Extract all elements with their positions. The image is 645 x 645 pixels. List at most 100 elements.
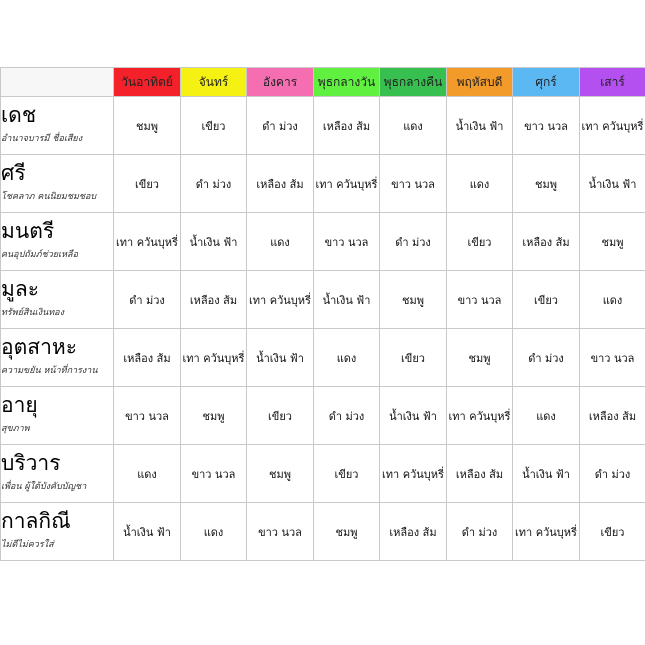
row-title: บริวาร <box>1 451 61 475</box>
color-cell: เหลือง ส้ม <box>379 502 447 561</box>
color-cell: ขาว นวล <box>313 212 380 271</box>
color-cell: เหลือง ส้ม <box>180 270 247 329</box>
color-cell: แดง <box>379 96 447 155</box>
color-cell: แดง <box>313 328 380 387</box>
day-header-tuesday: อังคาร <box>246 67 314 97</box>
row-subtitle: เพื่อน ผู้ใต้บังคับบัญชา <box>1 482 87 492</box>
row-header: ศรีโชคลาภ คนนิยมชมชอบ <box>0 154 114 213</box>
color-cell: ขาว นวล <box>180 444 247 503</box>
color-cell: น้ำเงิน ฟ้า <box>446 96 513 155</box>
row-header: มนตรี คนอุปถัมภ์ช่วยเหลือ <box>0 212 114 271</box>
day-header-saturday: เสาร์ <box>579 67 645 97</box>
color-cell: ชมพู <box>246 444 314 503</box>
color-cell: เหลือง ส้ม <box>579 386 645 445</box>
table-row: กาลกิณี ไม่ดีไม่ควรใส่ น้ำเงิน ฟ้า แดง ขาว น… <box>0 502 645 561</box>
row-subtitle: ไม่ดีไม่ควรใส่ <box>1 540 54 550</box>
color-cell: น้ำเงิน ฟ้า <box>512 444 580 503</box>
color-cell: ชมพู <box>313 502 380 561</box>
color-cell: เทา ควันบุหรี่ <box>246 270 314 329</box>
row-title: มนตรี <box>1 219 55 243</box>
row-subtitle: ทรัพย์สินเงินทอง <box>1 308 64 318</box>
color-cell: แดง <box>246 212 314 271</box>
row-title: ศรี <box>1 161 26 185</box>
color-cell: ชมพู <box>446 328 513 387</box>
color-cell: แดง <box>180 502 247 561</box>
color-cell: เทา ควันบุหรี่ <box>379 444 447 503</box>
row-header: มูละทรัพย์สินเงินทอง <box>0 270 114 329</box>
color-cell: เทา ควันบุหรี่ <box>512 502 580 561</box>
color-cell: ดำ ม่วง <box>246 96 314 155</box>
table-row: มูละ ทรัพย์สินเงินทอง ดำ ม่วง เหลือง ส้ม เทา… <box>0 270 645 329</box>
color-cell: เขียว <box>113 154 181 213</box>
color-cell: เทา ควันบุหรี่ <box>446 386 513 445</box>
color-cell: ชมพู <box>180 386 247 445</box>
day-header-sunday: วันอาทิตย์ <box>113 67 181 97</box>
color-cell: เขียว <box>579 502 645 561</box>
color-cell: เหลือง ส้ม <box>313 96 380 155</box>
row-title: อุตสาหะ <box>1 335 77 359</box>
table-row: บริวาร เพื่อน ผู้ใต้บังคับบัญชา แดง ขาว นวล… <box>0 444 645 503</box>
row-subtitle: อำนาจบารมี ชื่อเสียง <box>1 134 83 144</box>
color-cell: เหลือง ส้ม <box>246 154 314 213</box>
table-row: อุตสาหะความขยัน หน้าที่การงาน เหลือง ส้ม เ… <box>0 328 645 387</box>
color-cell: เขียว <box>180 96 247 155</box>
color-cell: น้ำเงิน ฟ้า <box>180 212 247 271</box>
color-cell: เทา ควันบุหรี่ <box>313 154 380 213</box>
color-cell: ดำ ม่วง <box>313 386 380 445</box>
color-cell: ชมพู <box>113 96 181 155</box>
table-row: อายุ สุขภาพ ขาว นวล ชมพู เขียว ดำ ม่วง น้ำเงิน… <box>0 386 645 445</box>
color-cell: น้ำเงิน ฟ้า <box>113 502 181 561</box>
color-cell: น้ำเงิน ฟ้า <box>379 386 447 445</box>
row-title: อายุ <box>1 393 38 417</box>
color-cell: แดง <box>113 444 181 503</box>
color-cell: ชมพู <box>579 212 645 271</box>
color-cell: ดำ ม่วง <box>113 270 181 329</box>
row-subtitle: ความขยัน หน้าที่การงาน <box>1 366 98 376</box>
row-header: บริวารเพื่อน ผู้ใต้บังคับบัญชา <box>0 444 114 503</box>
color-cell: เทา ควันบุหรี่ <box>113 212 181 271</box>
color-cell: เหลือง ส้ม <box>512 212 580 271</box>
color-cell: ขาว นวล <box>579 328 645 387</box>
table-body: เดช อำนาจบารมี ชื่อเสียง ชมพู เขียว ดำ ม่วงเ… <box>0 96 645 561</box>
color-cell: เขียว <box>379 328 447 387</box>
color-cell: ขาว นวล <box>113 386 181 445</box>
color-cell: เขียว <box>313 444 380 503</box>
color-cell: ดำ ม่วง <box>446 502 513 561</box>
day-header-thursday: พฤหัสบดี <box>446 67 513 97</box>
color-cell: เทา ควันบุหรี่ <box>579 96 645 155</box>
row-subtitle: โชคลาภ คนนิยมชมชอบ <box>1 192 97 202</box>
color-cell: แดง <box>446 154 513 213</box>
row-title: มูละ <box>1 277 40 301</box>
row-subtitle: สุขภาพ <box>1 424 30 434</box>
color-cell: ชมพู <box>379 270 447 329</box>
corner-cell <box>0 67 114 97</box>
color-cell: ขาว นวล <box>379 154 447 213</box>
color-cell: เขียว <box>246 386 314 445</box>
color-chart-table: วันอาทิตย์ จันทร์ อังคาร พุธกลางวัน พุธก… <box>0 67 645 561</box>
day-header-wednesday-night: พุธกลางคืน <box>379 67 447 97</box>
table-row: ศรี โชคลาภ คนนิยมชมชอบ เขียว ดำ ม่วง เหลือง … <box>0 154 645 213</box>
table-row: เดช อำนาจบารมี ชื่อเสียง ชมพู เขียว ดำ ม่วงเ… <box>0 96 645 155</box>
row-header: กาลกิณีไม่ดีไม่ควรใส่ <box>0 502 114 561</box>
color-cell: น้ำเงิน ฟ้า <box>313 270 380 329</box>
color-cell: น้ำเงิน ฟ้า <box>246 328 314 387</box>
color-cell: ชมพู <box>512 154 580 213</box>
row-title: เดช <box>1 103 37 127</box>
color-cell: ขาว นวล <box>512 96 580 155</box>
day-header-monday: จันทร์ <box>180 67 247 97</box>
row-title: กาลกิณี <box>1 509 71 533</box>
color-cell: ดำ ม่วง <box>379 212 447 271</box>
color-cell: เหลือง ส้ม <box>446 444 513 503</box>
day-header-friday: ศุกร์ <box>512 67 580 97</box>
day-header-wednesday-day: พุธกลางวัน <box>313 67 380 97</box>
color-cell: แดง <box>579 270 645 329</box>
table-row: มนตรี คนอุปถัมภ์ช่วยเหลือ เทา ควันบุหรี่ น้… <box>0 212 645 271</box>
color-cell: ดำ ม่วง <box>579 444 645 503</box>
row-header: เดชอำนาจบารมี ชื่อเสียง <box>0 96 114 155</box>
color-cell: ดำ ม่วง <box>512 328 580 387</box>
color-cell: น้ำเงิน ฟ้า <box>579 154 645 213</box>
color-cell: เขียว <box>512 270 580 329</box>
color-cell: ขาว นวล <box>246 502 314 561</box>
color-cell: เหลือง ส้ม <box>113 328 181 387</box>
row-header: อายุสุขภาพ <box>0 386 114 445</box>
